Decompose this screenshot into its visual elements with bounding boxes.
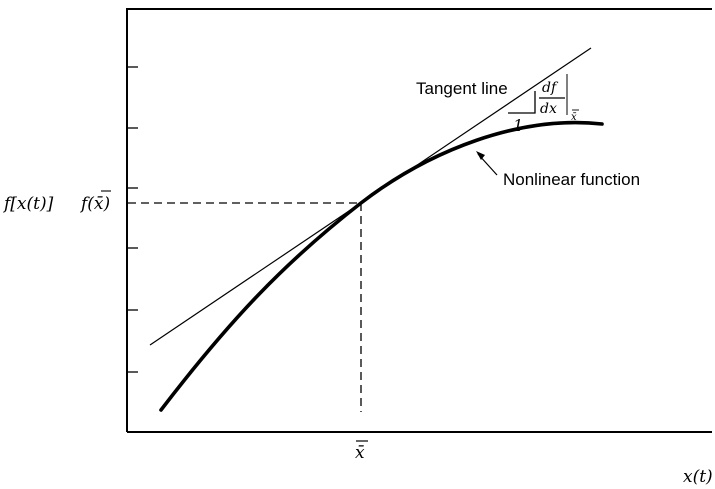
nonlinear-function-label: Nonlinear function <box>503 170 640 189</box>
y-axis-label: f[x(t)] <box>2 194 54 214</box>
slope-denominator: dx <box>540 101 557 117</box>
tangent-line-label: Tangent line <box>416 79 508 98</box>
slope-numerator: df <box>542 80 559 96</box>
slope-eval-point: x̄ <box>571 112 577 123</box>
slope-triangle <box>508 91 536 114</box>
y-axis-ticks <box>127 66 138 373</box>
slope-run-label: 1 <box>513 116 523 135</box>
x-point-label: x̄ <box>355 443 365 463</box>
nonlinear-function-curve <box>159 120 604 412</box>
point-value-label: f(x̄) <box>79 194 110 214</box>
curve-label-arrowhead <box>476 151 485 160</box>
x-axis-label: x(t) <box>683 467 713 487</box>
